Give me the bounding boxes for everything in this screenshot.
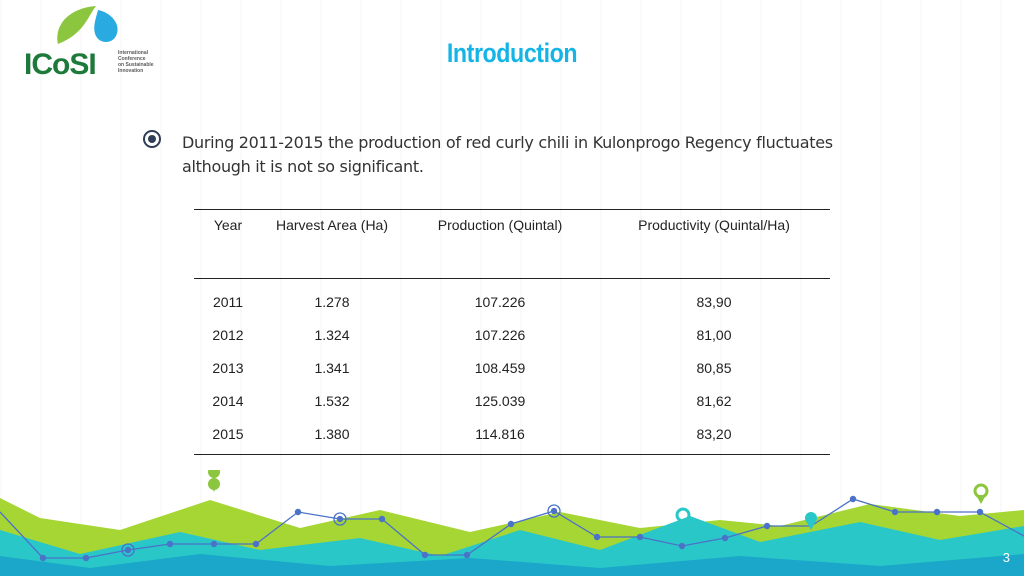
decorative-wave-footer (0, 470, 1024, 576)
table-row: 2014 1.532 125.039 81,62 (194, 384, 830, 417)
cell-year: 2015 (194, 417, 262, 455)
leaf-drop-icon (57, 6, 118, 44)
cell-year: 2014 (212, 392, 244, 409)
map-pin-icons (208, 470, 989, 530)
bullet-text: During 2011-2015 the production of red c… (182, 133, 833, 176)
cell-productivity: 83,20 (598, 417, 830, 455)
slide-title: Introduction (446, 38, 578, 68)
cell-year: 2011 (212, 293, 244, 310)
cell-year: 2012 (212, 326, 244, 343)
logo-tagline-line: Conference (118, 56, 146, 62)
logo-tagline-line: Innovation (118, 68, 144, 74)
table-row: 2012 1.324 107.226 81,00 (194, 318, 830, 351)
radio-bullet-icon (143, 130, 161, 148)
cell-production: 108.459 (474, 359, 526, 376)
cell-production: 114.816 (402, 417, 598, 455)
ring-markers (121, 504, 561, 557)
logo-tagline-line: on Sustainable (118, 62, 154, 68)
page-number: 3 (1002, 550, 1010, 565)
table-header-row: Year Harvest Area (Ha) Production (Quint… (194, 209, 830, 279)
cell-productivity: 83,90 (696, 293, 732, 310)
header-year: Year (194, 209, 262, 279)
chili-production-table: Year Harvest Area (Ha) Production (Quint… (194, 209, 830, 455)
table-row: 2013 1.341 108.459 80,85 (194, 351, 830, 384)
cell-year: 2013 (212, 359, 244, 376)
cell-production: 107.226 (474, 326, 526, 343)
cell-productivity: 80,85 (696, 359, 732, 376)
cell-harvest-area: 1.324 (314, 326, 350, 343)
cell-productivity: 81,62 (696, 392, 732, 409)
table-row: 2011 1.278 107.226 83,90 (194, 279, 830, 319)
header-harvest-area: Harvest Area (Ha) (262, 209, 402, 279)
header-production: Production (Quintal) (402, 209, 598, 279)
icosi-logo: ICoSI International Conference on Sustai… (24, 4, 174, 81)
cell-harvest-area: 1.278 (314, 293, 350, 310)
table-row: 2015 1.380 114.816 83,20 (194, 417, 830, 455)
cell-harvest-area: 1.380 (262, 417, 402, 455)
cell-harvest-area: 1.341 (314, 359, 350, 376)
cell-production: 107.226 (474, 293, 526, 310)
logo-wordmark: ICoSI (24, 48, 97, 81)
line-markers (39, 495, 984, 562)
logo-tagline: International Conference on Sustainable … (118, 50, 178, 74)
cell-production: 125.039 (474, 392, 526, 409)
logo-tagline-line: International (118, 50, 149, 56)
cell-productivity: 81,00 (696, 326, 732, 343)
header-productivity: Productivity (Quintal/Ha) (598, 209, 830, 279)
cell-harvest-area: 1.532 (314, 392, 350, 409)
